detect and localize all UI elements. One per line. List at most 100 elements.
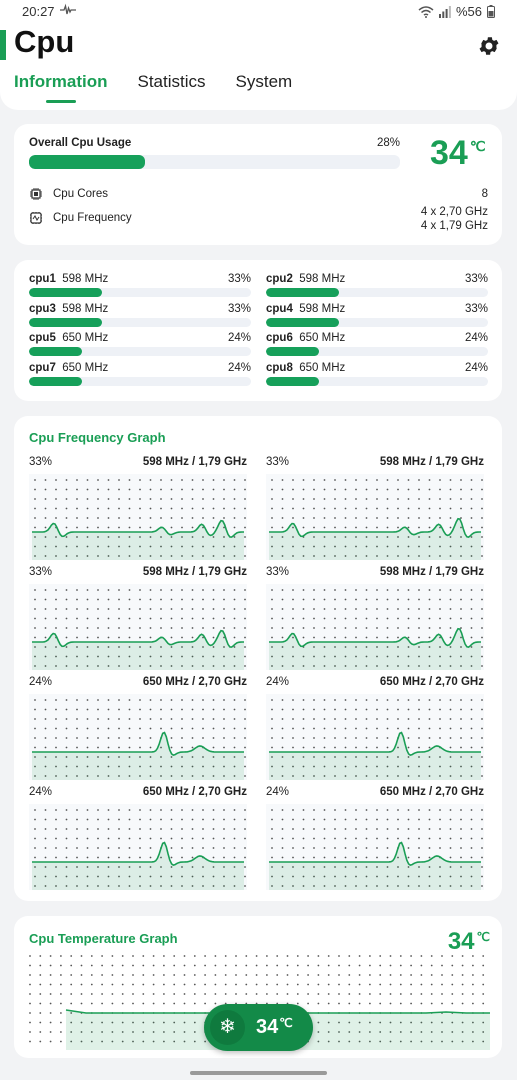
graph-frequency: 650 MHz / 2,70 GHz [142,676,247,688]
frequency-graph-6: 24% 650 MHz / 2,70 GHz [266,676,484,784]
cpu-core-3: cpu3 598 MHz 33% [29,303,251,332]
graph-frequency: 598 MHz / 1,79 GHz [379,456,484,468]
cpu-core-4: cpu4 598 MHz 33% [266,303,488,332]
cpu-core-bar [266,317,488,327]
graph-percent: 24% [266,786,290,798]
cpu-core-name: cpu3 598 MHz [29,303,108,315]
cpu-core-percent: 33% [464,302,488,315]
cpu-core-frequency: 598 MHz [299,302,346,315]
cpu-temperature: 34 ℃ [430,134,486,173]
usage-bar [29,155,400,169]
cpu-core-6: cpu6 650 MHz 24% [266,332,488,361]
app-header: Cpu Information Statistics System [0,24,517,110]
home-indicator[interactable] [190,1071,327,1075]
cores-label: Cpu Cores [53,188,108,200]
cpu-core-percent: 24% [464,361,488,374]
cpu-core-percent: 33% [227,273,251,285]
frequency-graph-plot [266,694,484,780]
cpu-core-8: cpu8 650 MHz 24% [266,362,488,391]
cooler-button-temp-unit: ℃ [279,1016,293,1030]
cpu-core-percent: 24% [227,361,251,374]
cooler-button[interactable]: ❄ 34℃ [204,1004,313,1051]
frequency-icon [30,212,42,224]
cpu-core-label: cpu2 [266,273,293,285]
frequency-label: Cpu Frequency [53,212,132,224]
frequency-graph-plot [29,804,247,890]
graph-frequency: 598 MHz / 1,79 GHz [142,456,247,468]
gear-icon[interactable] [477,34,501,58]
frequency-graph-3: 33% 598 MHz / 1,79 GHz [29,566,247,674]
snowflake-icon: ❄ [210,1010,245,1045]
tab-statistics[interactable]: Statistics [137,72,206,91]
cpu-core-name: cpu6 650 MHz [266,332,345,344]
cpu-core-bar-fill [29,288,103,297]
temperature-graph-title: Cpu Temperature Graph [29,931,178,946]
cpu-core-bar [29,347,251,356]
cpu-core-frequency: 650 MHz [299,332,346,344]
frequency-graph-2: 33% 598 MHz / 1,79 GHz [266,456,484,564]
cpu-core-bar [266,376,488,386]
cpu-core-frequency: 650 MHz [62,361,109,374]
usage-bar-fill [29,155,146,169]
tab-information[interactable]: Information [14,72,108,91]
cores-value: 8 [481,188,488,200]
chip-icon [30,188,42,200]
frequency-value-2: 4 x 1,79 GHz [420,220,488,232]
cpu-core-percent: 24% [464,332,488,344]
usage-label: Overall Cpu Usage [29,137,132,149]
overview-card: Overall Cpu Usage 28% 34 ℃ Cpu Cores 8 Cp… [14,124,502,245]
cpu-temperature-unit: ℃ [469,138,486,154]
status-time: 20:27 [22,4,55,19]
cpu-core-7: cpu7 650 MHz 24% [29,362,251,391]
cpu-core-label: cpu5 [29,332,56,344]
cpu-core-label: cpu4 [266,302,293,315]
cpu-core-bar-fill [266,317,340,327]
cpu-core-bar-fill [29,347,83,356]
status-bar: 20:27 %56 [0,0,517,24]
cpu-core-name: cpu5 650 MHz [29,332,108,344]
graph-percent: 24% [266,676,290,688]
cpu-core-bar [29,317,251,327]
wifi-icon [418,5,434,18]
cpu-core-1: cpu1 598 MHz 33% [29,273,251,302]
tab-bar: Information Statistics System [14,72,322,92]
cpu-core-frequency: 598 MHz [62,302,109,315]
frequency-graph-plot [266,584,484,670]
cpu-core-bar [29,288,251,297]
frequency-graph-8: 24% 650 MHz / 2,70 GHz [266,786,484,894]
signal-icon [438,5,451,18]
battery-icon [487,5,495,18]
cpu-core-bar [266,288,488,297]
cpu-core-bar-fill [266,347,320,356]
cpu-core-bar-fill [266,376,320,386]
cpu-core-name: cpu8 650 MHz [266,362,345,374]
graph-percent: 33% [29,456,53,468]
activity-icon [60,3,76,15]
page-title: Cpu [14,24,75,59]
active-tab-indicator [46,100,76,103]
cpu-core-bar [29,376,251,386]
temperature-graph-unit: ℃ [476,930,490,944]
graph-percent: 33% [266,566,290,578]
cpu-core-frequency: 598 MHz [62,273,109,285]
cpu-core-label: cpu1 [29,273,56,285]
cpu-core-frequency: 598 MHz [299,273,346,285]
cpu-core-percent: 24% [227,332,251,344]
cpu-core-5: cpu5 650 MHz 24% [29,332,251,361]
cooler-button-temp-value: 34 [256,1016,279,1038]
temperature-graph-value: 34 ℃ [448,928,490,956]
cpu-core-frequency: 650 MHz [62,332,109,344]
cpu-core-percent: 33% [227,302,251,315]
graph-percent: 33% [29,566,53,578]
cpu-core-name: cpu1 598 MHz [29,273,108,285]
frequency-graph-5: 24% 650 MHz / 2,70 GHz [29,676,247,784]
cpu-core-name: cpu4 598 MHz [266,303,345,315]
frequency-graph-plot [29,474,247,560]
graph-percent: 24% [29,786,53,798]
cpu-core-label: cpu7 [29,361,56,374]
cpu-core-frequency: 650 MHz [299,361,346,374]
tab-system[interactable]: System [235,72,293,91]
cpu-core-name: cpu2 598 MHz [266,273,345,285]
cooler-button-temp: 34℃ [256,1016,293,1039]
cpu-core-label: cpu8 [266,361,293,374]
